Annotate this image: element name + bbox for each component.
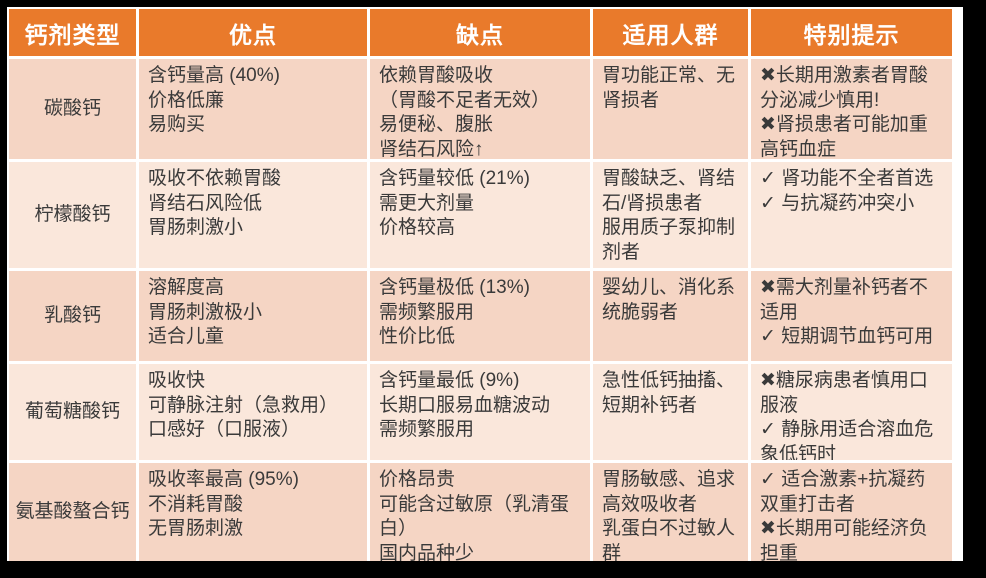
- pros-cell: 含钙量高 (40%) 价格低廉 易购买: [139, 59, 367, 159]
- tips-cell: ✖糖尿病患者慎用口服液 ✓ 静脉用适合溶血危象低钙时: [751, 364, 952, 460]
- type-name: 乳酸钙: [9, 271, 136, 361]
- tip-line: ✖需大剂量补钙者不适用: [760, 277, 928, 323]
- tip-line: ✓ 适合激素+抗凝药双重打击者: [760, 469, 926, 515]
- cons-line: 国内品种少: [379, 543, 475, 561]
- cons-line: 价格较高: [379, 217, 456, 239]
- pros-line: 胃肠刺激小: [148, 217, 244, 239]
- cons-line: 肾结石风险↑: [379, 139, 484, 159]
- cons-line: 需更大剂量: [379, 192, 475, 214]
- pros-line: 无胃肠刺激: [148, 518, 244, 540]
- cons-cell: 含钙量最低 (9%) 长期口服易血糖波动 需频繁服用: [370, 364, 590, 460]
- cons-cell: 含钙量较低 (21%) 需更大剂量 价格较高: [370, 162, 590, 268]
- cons-line: 价格昂贵: [379, 469, 456, 490]
- people-cell: 胃功能正常、无肾损者: [593, 59, 748, 159]
- cons-cell: 依赖胃酸吸收 （胃酸不足者无效） 易便秘、腹胀 肾结石风险↑: [370, 59, 590, 159]
- type-name: 葡萄糖酸钙: [9, 364, 136, 460]
- people-line: 急性低钙抽搐、短期补钙者: [602, 370, 736, 416]
- header-cell-cons: 缺点: [370, 9, 590, 56]
- header-cell-type: 钙剂类型: [9, 9, 136, 56]
- tips-cell: ✓ 适合激素+抗凝药双重打击者 ✖长期用可能经济负担重: [751, 463, 952, 561]
- tip-line: ✓ 与抗凝药冲突小: [760, 192, 915, 214]
- tip-line: ✖长期用可能经济负担重: [760, 518, 928, 561]
- cons-line: 需频繁服用: [379, 301, 475, 323]
- cons-line: 含钙量最低 (9%): [379, 370, 520, 391]
- pros-line: 可静脉注射（急救用）: [148, 394, 339, 416]
- slide-canvas: 钙剂类型 优点 缺点 适用人群 特别提示 碳酸钙 含钙量高 (40%) 价格低廉…: [7, 7, 963, 561]
- people-cell: 胃肠敏感、追求高效吸收者 乳蛋白不过敏人群: [593, 463, 748, 561]
- tips-cell: ✖需大剂量补钙者不适用 ✓ 短期调节血钙可用: [751, 271, 952, 361]
- cons-line: 性价比低: [379, 326, 456, 348]
- pros-line: 适合儿童: [148, 326, 225, 348]
- pros-line: 吸收快: [148, 370, 206, 391]
- cons-line: （胃酸不足者无效）: [379, 89, 551, 111]
- pros-cell: 溶解度高 胃肠刺激极小 适合儿童: [139, 271, 367, 361]
- calcium-comparison-table: 钙剂类型 优点 缺点 适用人群 特别提示 碳酸钙 含钙量高 (40%) 价格低廉…: [9, 9, 952, 561]
- people-line: 婴幼儿、消化系统脆弱者: [602, 277, 736, 323]
- people-cell: 胃酸缺乏、肾结石/肾损患者 服用质子泵抑制剂者: [593, 162, 748, 268]
- tip-line: ✖长期用激素者胃酸分泌减少慎用!: [760, 65, 928, 111]
- tips-cell: ✓ 肾功能不全者首选 ✓ 与抗凝药冲突小: [751, 162, 952, 268]
- cons-line: 依赖胃酸吸收: [379, 65, 494, 86]
- header-cell-tips: 特别提示: [751, 9, 952, 56]
- tip-line: ✓ 肾功能不全者首选: [760, 168, 934, 189]
- pros-line: 溶解度高: [148, 277, 225, 298]
- people-cell: 急性低钙抽搐、短期补钙者: [593, 364, 748, 460]
- type-name: 柠檬酸钙: [9, 162, 136, 268]
- tip-line: ✓ 静脉用适合溶血危象低钙时: [760, 419, 934, 460]
- cons-line: 长期口服易血糖波动: [379, 394, 551, 416]
- tip-line: ✖肾损患者可能加重高钙血症: [760, 114, 928, 159]
- tips-cell: ✖长期用激素者胃酸分泌减少慎用! ✖肾损患者可能加重高钙血症: [751, 59, 952, 159]
- pros-line: 含钙量高 (40%): [148, 65, 280, 86]
- pros-line: 吸收不依赖胃酸: [148, 168, 282, 189]
- people-line: 胃酸缺乏、肾结石/肾损患者: [602, 168, 736, 214]
- pros-line: 吸收率最高 (95%): [148, 469, 299, 490]
- header-cell-people: 适用人群: [593, 9, 748, 56]
- pros-line: 肾结石风险低: [148, 192, 263, 214]
- cons-cell: 价格昂贵 可能含过敏原（乳清蛋白） 国内品种少: [370, 463, 590, 561]
- pros-cell: 吸收率最高 (95%) 不消耗胃酸 无胃肠刺激: [139, 463, 367, 561]
- tip-line: ✖糖尿病患者慎用口服液: [760, 370, 928, 416]
- type-name: 碳酸钙: [9, 59, 136, 159]
- type-name: 氨基酸螯合钙: [9, 463, 136, 561]
- people-line: 胃肠敏感、追求高效吸收者: [602, 469, 736, 515]
- pros-line: 胃肠刺激极小: [148, 301, 263, 323]
- people-line: 服用质子泵抑制剂者: [602, 217, 736, 264]
- cons-line: 易便秘、腹胀: [379, 114, 494, 136]
- pros-line: 口感好（口服液）: [148, 419, 301, 441]
- cons-line: 需频繁服用: [379, 419, 475, 441]
- cons-cell: 含钙量极低 (13%) 需频繁服用 性价比低: [370, 271, 590, 361]
- header-cell-pros: 优点: [139, 9, 367, 56]
- people-cell: 婴幼儿、消化系统脆弱者: [593, 271, 748, 361]
- cons-line: 可能含过敏原（乳清蛋白）: [379, 493, 570, 540]
- cons-line: 含钙量极低 (13%): [379, 277, 530, 298]
- tip-line: ✓ 短期调节血钙可用: [760, 326, 934, 348]
- pros-line: 易购买: [148, 114, 206, 136]
- pros-cell: 吸收不依赖胃酸 肾结石风险低 胃肠刺激小: [139, 162, 367, 268]
- pros-line: 价格低廉: [148, 89, 225, 111]
- people-line: 胃功能正常、无肾损者: [602, 65, 736, 111]
- people-line: 乳蛋白不过敏人群: [602, 518, 736, 561]
- pros-cell: 吸收快 可静脉注射（急救用） 口感好（口服液）: [139, 364, 367, 460]
- pros-line: 不消耗胃酸: [148, 493, 244, 515]
- cons-line: 含钙量较低 (21%): [379, 168, 530, 189]
